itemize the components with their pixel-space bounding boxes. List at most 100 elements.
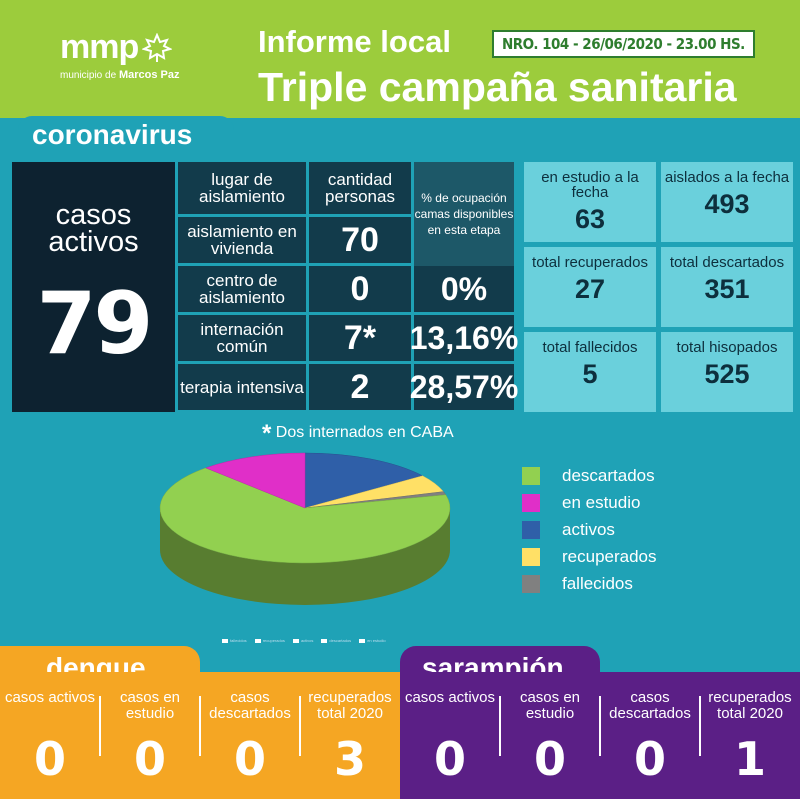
stat-value: 351: [704, 274, 750, 304]
col-value: 3: [333, 732, 366, 786]
stat-value: 525: [704, 359, 750, 389]
header-count: cantidad personas: [309, 162, 411, 214]
stat-value: 493: [704, 189, 750, 219]
col-value: 0: [533, 732, 566, 786]
col-label: casos activos: [4, 689, 96, 706]
mini-legend-label: fallecidos: [230, 638, 247, 643]
col-value: 1: [733, 732, 766, 786]
stat-card: total hisopados 525: [661, 332, 793, 412]
col-label: recuperados total 2020: [708, 689, 792, 722]
header: [0, 0, 800, 118]
dengue-col: casos en estudio 0: [99, 689, 200, 786]
logo-sub-prefix: municipio de: [60, 70, 117, 81]
footnote-star: *: [262, 420, 272, 447]
legend-label: en estudio: [562, 492, 641, 512]
legend-item: en estudio: [522, 489, 657, 516]
mini-legend-item: en estudio: [359, 638, 386, 643]
footnote-text: Dos internados en CABA: [275, 424, 454, 441]
stat-value: 27: [574, 274, 606, 304]
coronavirus-title: coronavirus: [18, 116, 234, 156]
stat-label: aislados a la fecha: [664, 169, 790, 186]
col-value: 0: [33, 732, 66, 786]
legend-swatch: [522, 520, 540, 539]
col-value: 0: [233, 732, 266, 786]
legend-swatch: [522, 493, 540, 512]
row-pct: 0%: [414, 266, 514, 312]
mini-legend-item: recuperados: [254, 638, 285, 643]
active-cases-value: 79: [36, 274, 154, 374]
pie-chart: [159, 452, 451, 605]
stat-label: total hisopados: [676, 339, 778, 356]
legend-item: fallecidos: [522, 570, 657, 597]
pie-slice-en-estudio: [205, 452, 306, 509]
row-place: internación común: [178, 315, 306, 361]
row-count: 70: [309, 217, 411, 263]
stat-value: 5: [582, 359, 598, 389]
municipality-logo: mmp municipio de Marcos Paz: [60, 28, 179, 81]
row-pct: 13,16%: [410, 315, 518, 361]
logo-text: mmp: [60, 28, 139, 66]
row-pct: 28,57%: [410, 364, 518, 410]
legend-label: recuperados: [562, 546, 657, 566]
active-label-1: casos: [55, 199, 132, 231]
dengue-col: recuperados total 2020 3: [299, 689, 400, 786]
col-label: casos en estudio: [119, 689, 181, 722]
row-count: 0: [309, 266, 411, 312]
sarampion-panel: casos activos 0 casos en estudio 0 casos d…: [400, 672, 800, 799]
row-place: centro de aislamiento: [178, 266, 306, 312]
mini-legend-label: recuperados: [262, 638, 285, 643]
legend-item: activos: [522, 516, 657, 543]
pie-side-descartados: [160, 508, 450, 605]
header-occupancy: % de ocupación camas disponibles en esta…: [414, 162, 514, 266]
row-place: aislamiento en vivienda: [178, 217, 306, 263]
col-label: recuperados total 2020: [308, 689, 392, 722]
legend-swatch: [522, 547, 540, 566]
mini-legend-item: descartados: [321, 638, 351, 643]
col-label: casos en estudio: [519, 689, 581, 722]
sarampion-col: recuperados total 2020 1: [699, 689, 800, 786]
row-count: 2: [309, 364, 411, 410]
sarampion-col: casos descartados 0: [599, 689, 700, 786]
stat-label: total descartados: [669, 254, 785, 271]
active-cases-box: casos activos 79: [12, 162, 175, 412]
col-value: 0: [633, 732, 666, 786]
table-row: terapia intensiva 2 28,57%: [178, 364, 518, 410]
stat-card: en estudio a la fecha 63: [524, 162, 656, 242]
stat-label: total fallecidos: [542, 339, 638, 356]
sarampion-col: casos en estudio 0: [499, 689, 600, 786]
dengue-panel: casos activos 0 casos en estudio 0 casos d…: [0, 672, 400, 799]
legend-item: descartados: [522, 462, 657, 489]
chart-legend: descartados en estudio activos recuperados f…: [522, 462, 657, 597]
mini-legend-item: fallecidos: [222, 638, 247, 643]
stat-card: total fallecidos 5: [524, 332, 656, 412]
table-header-row: lugar de aislamiento cantidad personas %…: [178, 162, 518, 266]
logo-sub-name: Marcos Paz: [118, 69, 180, 81]
active-label-2: activos: [48, 226, 139, 258]
row-count: 7*: [309, 315, 411, 361]
legend-swatch: [522, 466, 540, 485]
mini-legend-item: activos: [292, 638, 314, 643]
stat-card: total recuperados 27: [524, 247, 656, 327]
table-row: centro de aislamiento 0 0%: [178, 266, 518, 312]
title-line-1: Informe local: [258, 24, 451, 59]
col-label: casos descartados: [609, 689, 691, 722]
col-label: casos descartados: [209, 689, 291, 722]
row-place: terapia intensiva: [178, 364, 306, 410]
legend-label: fallecidos: [562, 573, 633, 593]
col-label: casos activos: [404, 689, 496, 706]
sarampion-col: casos activos 0: [400, 689, 500, 787]
mini-legend: fallecidos recuperados activos descartados e…: [222, 638, 386, 643]
header-place: lugar de aislamiento: [178, 162, 306, 214]
col-value: 0: [433, 732, 466, 786]
report-info: NRO. 104 - 26/06/2020 - 23.00 HS.: [492, 30, 755, 58]
col-value: 0: [133, 732, 166, 786]
legend-label: descartados: [562, 465, 655, 485]
mini-legend-label: activos: [300, 638, 314, 643]
table-row: aislamiento en vivienda 70: [178, 217, 518, 263]
stat-label: en estudio a la fecha: [541, 169, 639, 201]
pie-slice-activos: [304, 452, 424, 509]
dengue-col: casos activos 0: [0, 689, 100, 787]
stat-label: total recuperados: [532, 254, 648, 271]
stat-card: total descartados 351: [661, 247, 793, 327]
mini-legend-label: descartados: [329, 638, 352, 643]
